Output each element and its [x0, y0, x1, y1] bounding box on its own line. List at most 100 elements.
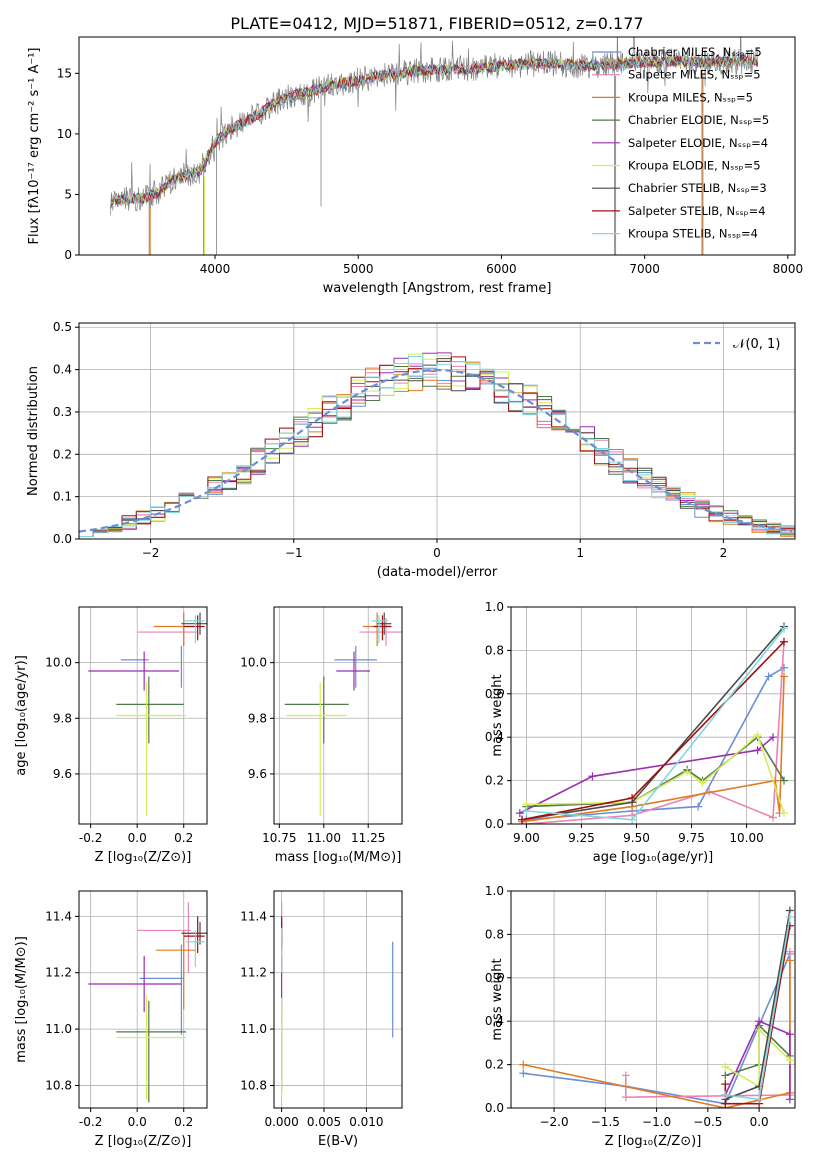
mass_age-panel: 10.75 11.00 11.25 9.6 9.8 10.0 mass [log₁₀(M/M… — [240, 606, 403, 865]
y-tick-label: 9.8 — [53, 711, 72, 725]
series-marker — [628, 793, 637, 802]
y-tick-label: 0.3 — [53, 405, 72, 419]
x-tick-label: 2 — [720, 546, 728, 560]
y-tick-label: 9.6 — [248, 767, 267, 781]
series-marker — [721, 1080, 730, 1089]
x-axis-label: E(B-V) — [318, 1134, 358, 1149]
y-axis-label: mass weight — [490, 674, 505, 756]
series-marker — [768, 813, 777, 822]
x-tick-label: 9.50 — [623, 831, 650, 845]
y-tick-label: 10.0 — [240, 656, 267, 670]
series-marker — [785, 913, 794, 922]
y-tick-label: 1.0 — [485, 600, 504, 614]
series-marker — [683, 767, 692, 776]
ebv_mass-panel: 0.000 0.005 0.010 10.8 11.0 11.2 11.4 E(B-V) — [240, 890, 403, 1149]
series-marker — [519, 1069, 528, 1078]
point-kroupa-elodie — [286, 682, 347, 816]
point-salpeter-stelib — [183, 615, 205, 641]
series-marker — [779, 663, 788, 672]
series-marker — [698, 778, 707, 787]
x-tick-label: 0.0 — [128, 831, 147, 845]
y-tick-label: 0.8 — [485, 643, 504, 657]
series-marker — [519, 1060, 528, 1069]
point-salpeter-elodie — [336, 651, 370, 691]
x-axis-label: Z [log₁₀(Z/Z⊙)] — [605, 1134, 702, 1149]
point-chabrier-miles — [334, 645, 378, 688]
x-tick-label: 0.2 — [174, 831, 193, 845]
series-marker — [779, 776, 788, 785]
series-line — [526, 736, 785, 808]
point-kroupa-stelib — [371, 615, 388, 644]
series-salpeter-miles — [522, 637, 788, 824]
series-marker — [764, 672, 773, 681]
series-marker — [785, 1095, 794, 1104]
series-marker — [755, 1025, 764, 1034]
z_mass-panel: -0.2 0.0 0.2 10.8 11.0 11.2 11.4 Z [log₁₀(Z/Z⊙)… — [14, 890, 208, 1149]
y-tick-label: 0.1 — [53, 490, 72, 504]
series-marker — [753, 746, 762, 755]
y-axis-label: mass weight — [490, 958, 505, 1040]
point-kroupa-stelib — [183, 615, 205, 644]
series-marker — [779, 637, 788, 646]
y-tick-label: 0.6 — [485, 971, 504, 985]
x-axis-label: age [log₁₀(age/yr)] — [593, 850, 714, 865]
x-tick-label: 8000 — [773, 262, 804, 276]
point-chabrier-stelib — [181, 612, 207, 635]
y-tick-label: 0.0 — [485, 817, 504, 831]
normal-curve — [79, 368, 793, 533]
series-line — [724, 1027, 791, 1088]
series-marker — [628, 815, 637, 824]
y-tick-label: 5 — [64, 187, 72, 201]
point-salpeter-elodie — [88, 955, 182, 1013]
spectrum-panel: 4000 5000 6000 7000 8000 0 5 10 15 wavelength [An… — [27, 36, 804, 296]
y-axis-label: mass [log₁₀(M/M⊙)] — [14, 936, 29, 1063]
y-tick-label: 10.8 — [45, 1078, 72, 1092]
x-tick-label: −2.0 — [539, 1115, 568, 1129]
series-marker — [755, 1017, 764, 1026]
y-tick-label: 15 — [57, 66, 72, 80]
legend-label: Chabrier ELODIE, Nₛₛₚ=5 — [628, 113, 769, 127]
series-line — [724, 925, 791, 1105]
series-marker — [779, 672, 788, 681]
y-tick-label: 9.8 — [248, 711, 267, 725]
legend-label: Chabrier MILES, Nₛₛₚ=5 — [628, 45, 762, 59]
x-tick-label: 10.00 — [729, 831, 763, 845]
series-marker — [785, 921, 794, 930]
y-axis-label: age [log₁₀(age/yr)] — [14, 655, 29, 776]
model-spectrum-kroupa-stelib — [110, 55, 758, 209]
series-line — [521, 676, 785, 823]
series-line — [519, 736, 774, 814]
x-tick-label: −2 — [142, 546, 160, 560]
series-line — [523, 960, 791, 1108]
z_weight-panel: −2.0 −1.5 −1.0 −0.5 0.0 0.0 0.2 0.4 0.6 0.8 1.0 Z [… — [485, 884, 796, 1149]
point-kroupa-miles — [153, 612, 196, 646]
x-tick-label: 0 — [433, 546, 441, 560]
age_weight-panel: 9.00 9.25 9.50 9.75 10.00 0.0 0.2 0.4 0.6 0.8 1.0 a… — [485, 600, 796, 865]
x-tick-label: 1 — [576, 546, 584, 560]
series-marker — [785, 1056, 794, 1065]
series-marker — [721, 1099, 730, 1108]
series-marker — [621, 1093, 630, 1102]
point-chabrier-stelib — [181, 922, 207, 945]
x-tick-label: 0.0 — [750, 1115, 769, 1129]
y-tick-label: 10 — [57, 127, 72, 141]
figure-title: PLATE=0412, MJD=51871, FIBERID=0512, z=0… — [230, 14, 643, 33]
point-chabrier-miles — [139, 944, 184, 1035]
axes-frame — [510, 890, 796, 1109]
series-line — [526, 667, 785, 821]
z_weight-marks — [519, 906, 794, 1108]
y-axis-label: Flux [fλ10⁻¹⁷ erg cm⁻² s⁻¹ A⁻¹] — [27, 48, 42, 245]
x-tick-label: 0.2 — [174, 1115, 193, 1129]
y-tick-label: 9.6 — [53, 767, 72, 781]
series-marker — [621, 1071, 630, 1080]
ebv_mass-marks — [281, 902, 394, 1097]
y-tick-label: 11.2 — [45, 966, 72, 980]
z_mass-marks — [88, 902, 207, 1103]
point-salpeter-miles — [359, 618, 402, 646]
series-marker — [779, 624, 788, 633]
series-salpeter-stelib — [518, 637, 788, 824]
y-tick-label: 0.4 — [53, 363, 72, 377]
series-marker — [588, 772, 597, 781]
